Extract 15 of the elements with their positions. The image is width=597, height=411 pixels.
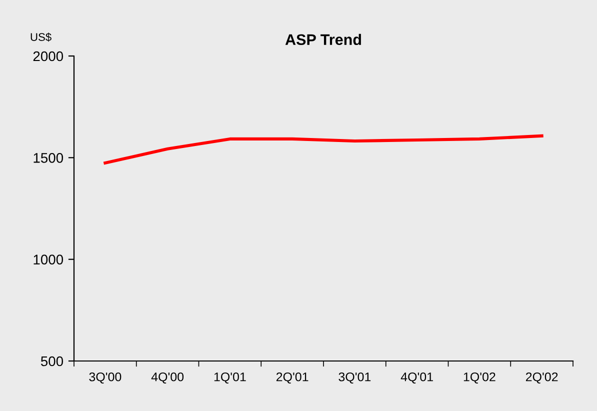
y-tick-label: 1500 — [34, 153, 64, 163]
x-tick-label: 3Q'00 — [89, 372, 122, 384]
chart-title: ASP Trend — [285, 34, 361, 46]
line-series — [104, 134, 544, 164]
x-tick-label: 2Q'02 — [526, 372, 558, 384]
y-tick-label: 1000 — [34, 254, 64, 265]
x-tick-label: 4Q'00 — [151, 372, 184, 384]
x-tick-label: 3Q'01 — [338, 372, 371, 384]
x-tick-label: 4Q'01 — [400, 372, 433, 384]
y-tick-label: 2000 — [33, 51, 64, 62]
x-tick-label: 2Q'01 — [276, 372, 308, 384]
x-tick-label: 1Q'01 — [214, 372, 246, 384]
y-tick-label: 500 — [40, 356, 64, 366]
y-axis-title: US$ — [30, 32, 52, 42]
x-tick-label: 1Q'02 — [464, 372, 496, 384]
